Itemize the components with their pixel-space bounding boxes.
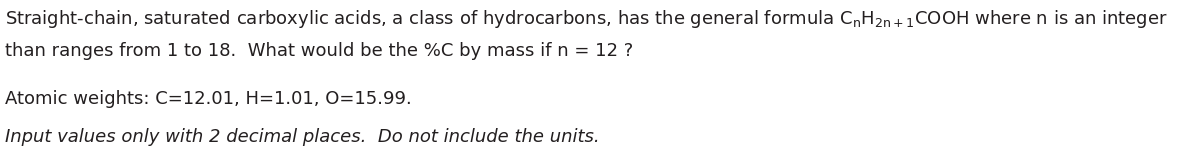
Text: Input values only with 2 decimal places.  Do not include the units.: Input values only with 2 decimal places.… [5, 128, 600, 146]
Text: Straight-chain, saturated carboxylic acids, a class of hydrocarbons, has the gen: Straight-chain, saturated carboxylic aci… [5, 8, 1168, 30]
Text: Atomic weights: C=12.01, H=1.01, O=15.99.: Atomic weights: C=12.01, H=1.01, O=15.99… [5, 90, 412, 108]
Text: than ranges from 1 to 18.  What would be the %C by mass if n = 12 ?: than ranges from 1 to 18. What would be … [5, 42, 634, 60]
